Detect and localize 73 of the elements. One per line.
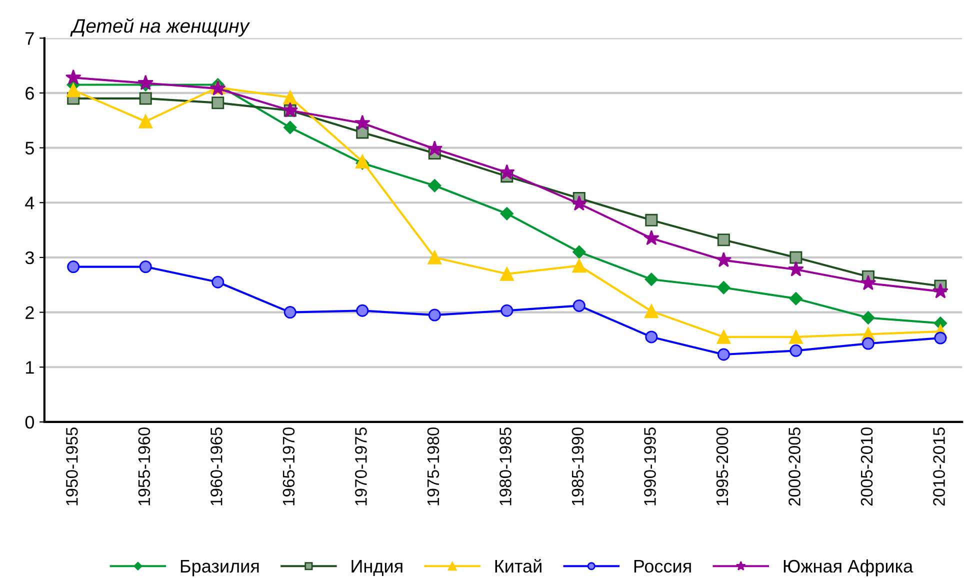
x-tick-label: 1965-1970 (282, 427, 295, 506)
legend-label: Южная Африка (784, 559, 914, 576)
x-tick-label: 1980-1985 (500, 427, 512, 506)
point (500, 266, 514, 281)
point (717, 281, 730, 294)
point (571, 195, 588, 211)
y-tick-label: 3 (25, 251, 34, 264)
x-tick-label: 2000-2005 (788, 427, 800, 506)
x-tick-label: 1975-1980 (427, 427, 440, 506)
x-tick-label: 1970-1975 (355, 427, 367, 506)
point (139, 260, 152, 274)
point (67, 260, 80, 274)
point (139, 92, 152, 105)
point (572, 245, 586, 259)
point (788, 330, 803, 344)
point (356, 304, 369, 317)
point (716, 330, 731, 344)
x-tick-label: 1955-1960 (138, 427, 150, 506)
point (862, 311, 875, 324)
point (212, 276, 224, 288)
point (498, 164, 515, 180)
point (66, 83, 80, 98)
y-tick-label: 4 (25, 196, 34, 210)
point (790, 344, 802, 357)
point (138, 114, 153, 128)
legend-label: Бразилия (180, 560, 259, 576)
legend-label: Индия (352, 560, 402, 576)
y-tick-label: 7 (26, 32, 34, 45)
point (717, 234, 730, 246)
x-tick-label: 1990-1995 (644, 427, 656, 506)
point (500, 207, 514, 220)
point (860, 274, 876, 290)
point (932, 283, 948, 298)
chart-title: Детей на женщину (70, 18, 250, 37)
point (428, 308, 441, 322)
point (572, 299, 586, 312)
point (645, 330, 658, 344)
point (643, 230, 660, 246)
y-tick-label: 0 (25, 416, 34, 429)
point (790, 251, 802, 264)
point (138, 74, 154, 90)
x-tick-label: 2005-2010 (860, 427, 873, 506)
point (645, 214, 658, 226)
x-tick-label: 1950-1955 (66, 427, 78, 506)
point (428, 250, 442, 264)
y-tick-label: 6 (26, 86, 34, 100)
point (717, 348, 730, 361)
point (283, 90, 298, 104)
y-tick-label: 1 (26, 361, 34, 374)
point (65, 69, 82, 84)
point (212, 96, 224, 110)
point (500, 304, 514, 317)
x-tick-label: 1985-1990 (572, 427, 584, 506)
legend-label: Китай (495, 559, 542, 573)
point (644, 304, 658, 318)
point (788, 261, 804, 276)
point (428, 179, 442, 192)
point (644, 272, 658, 286)
legend-label: Россия (634, 560, 691, 573)
point (284, 120, 297, 134)
x-tick-label: 2010-2015 (933, 427, 945, 506)
point (354, 114, 370, 130)
y-tick-label: 5 (25, 142, 34, 155)
point (572, 258, 586, 273)
x-tick-label: 1995-2000 (716, 427, 728, 506)
y-tick-label: 2 (26, 306, 34, 319)
point (284, 306, 296, 319)
point (789, 292, 803, 306)
point (716, 252, 732, 268)
point (862, 337, 874, 350)
x-tick-label: 1960-1965 (210, 427, 222, 506)
point (426, 140, 443, 156)
point (934, 332, 947, 344)
